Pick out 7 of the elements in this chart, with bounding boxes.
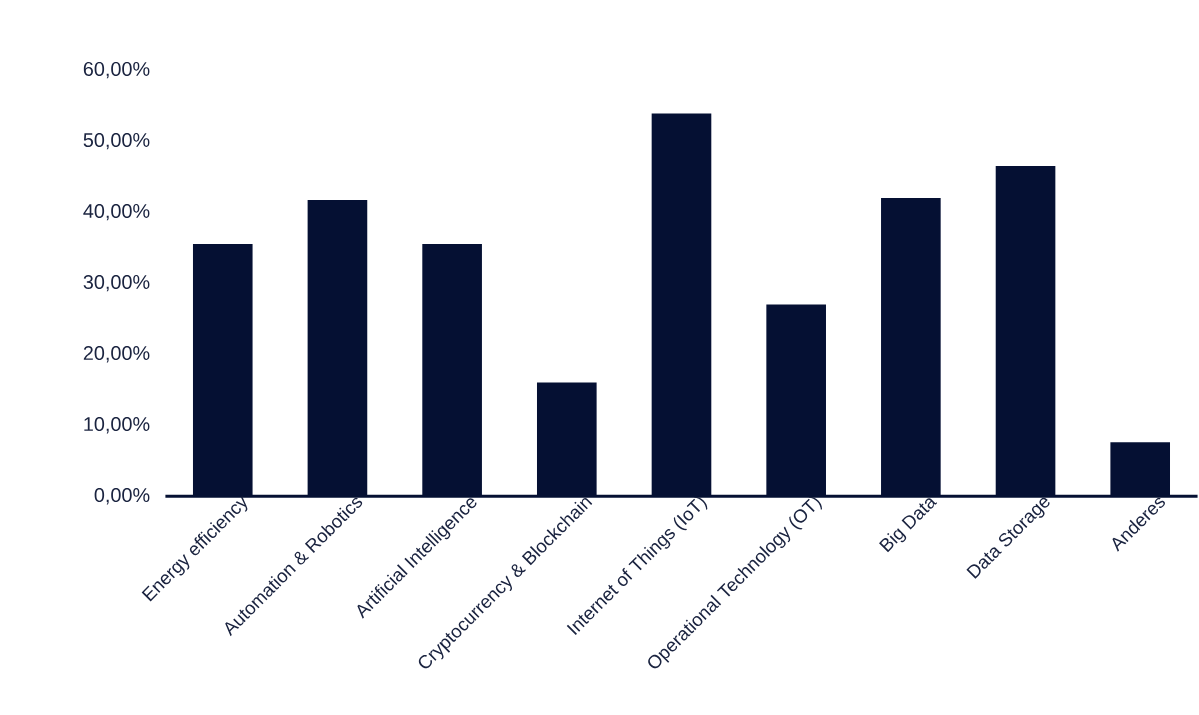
y-tick-label: 0,00% [94, 488, 150, 505]
y-tick-label: 50,00% [83, 133, 150, 150]
y-tick-label: 30,00% [83, 275, 150, 292]
y-tick-label: 20,00% [83, 346, 150, 363]
y-tick-label: 60,00% [83, 62, 150, 79]
y-tick-label: 10,00% [84, 417, 150, 434]
y-tick-label: 40,00% [83, 204, 150, 221]
